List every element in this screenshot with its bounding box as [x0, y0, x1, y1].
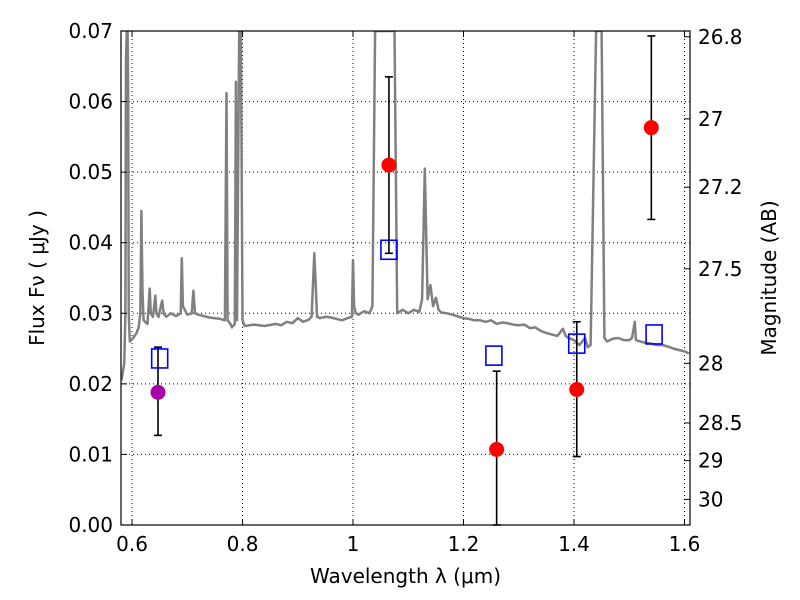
observed-point — [381, 157, 397, 173]
spectrum-line — [121, 31, 690, 381]
y-tick-label: 0.04 — [68, 231, 113, 255]
model-spectrum — [121, 31, 690, 381]
error-bars — [154, 35, 656, 526]
model-box — [567, 333, 586, 354]
ticks: 0.6 0.8 1 1.2 1.4 1.6 0.00 0.01 0.02 0.03 0.04 0.05… — [68, 19, 742, 556]
observed-point — [150, 384, 166, 400]
x-tick-label: 1.2 — [448, 532, 480, 556]
model-photometry — [150, 239, 663, 369]
right-axis-label: Magnitude (AB) — [757, 200, 781, 355]
right-tick-label: 29 — [698, 449, 723, 473]
model-box — [150, 348, 169, 369]
right-tick-label: 27 — [698, 107, 723, 131]
x-tick-label: 0.6 — [116, 532, 148, 556]
y-tick-label: 0.06 — [68, 90, 113, 114]
y-axis-label: Flux Fν ( μJy ) — [25, 210, 49, 346]
x-axis-label: Wavelength λ (μm) — [310, 564, 501, 588]
y-tick-label: 0.07 — [68, 19, 113, 43]
model-box — [380, 239, 398, 261]
right-tick-label: 30 — [698, 487, 723, 511]
y-tick-label: 0.03 — [68, 301, 113, 325]
right-tick-label: 26.8 — [698, 25, 743, 49]
y-tick-label: 0.01 — [68, 442, 113, 466]
y-tick-label: 0.00 — [68, 513, 113, 537]
x-tick-label: 1 — [347, 532, 360, 556]
right-tick-label: 27.5 — [698, 257, 743, 281]
observed-photometry — [150, 120, 659, 457]
x-tick-label: 0.8 — [227, 532, 259, 556]
right-tick-label: 28.5 — [698, 411, 743, 435]
x-tick-label: 1.6 — [669, 532, 701, 556]
plot-frame — [120, 30, 691, 526]
observed-point — [643, 120, 659, 136]
observed-point — [489, 441, 505, 457]
model-box — [485, 345, 503, 366]
right-tick-label: 28 — [698, 351, 723, 375]
y-tick-label: 0.02 — [68, 372, 113, 396]
right-tick-label: 27.2 — [698, 175, 743, 199]
model-box — [645, 324, 663, 345]
observed-point — [569, 382, 585, 398]
x-tick-label: 1.4 — [558, 532, 590, 556]
y-tick-label: 0.05 — [68, 160, 113, 184]
